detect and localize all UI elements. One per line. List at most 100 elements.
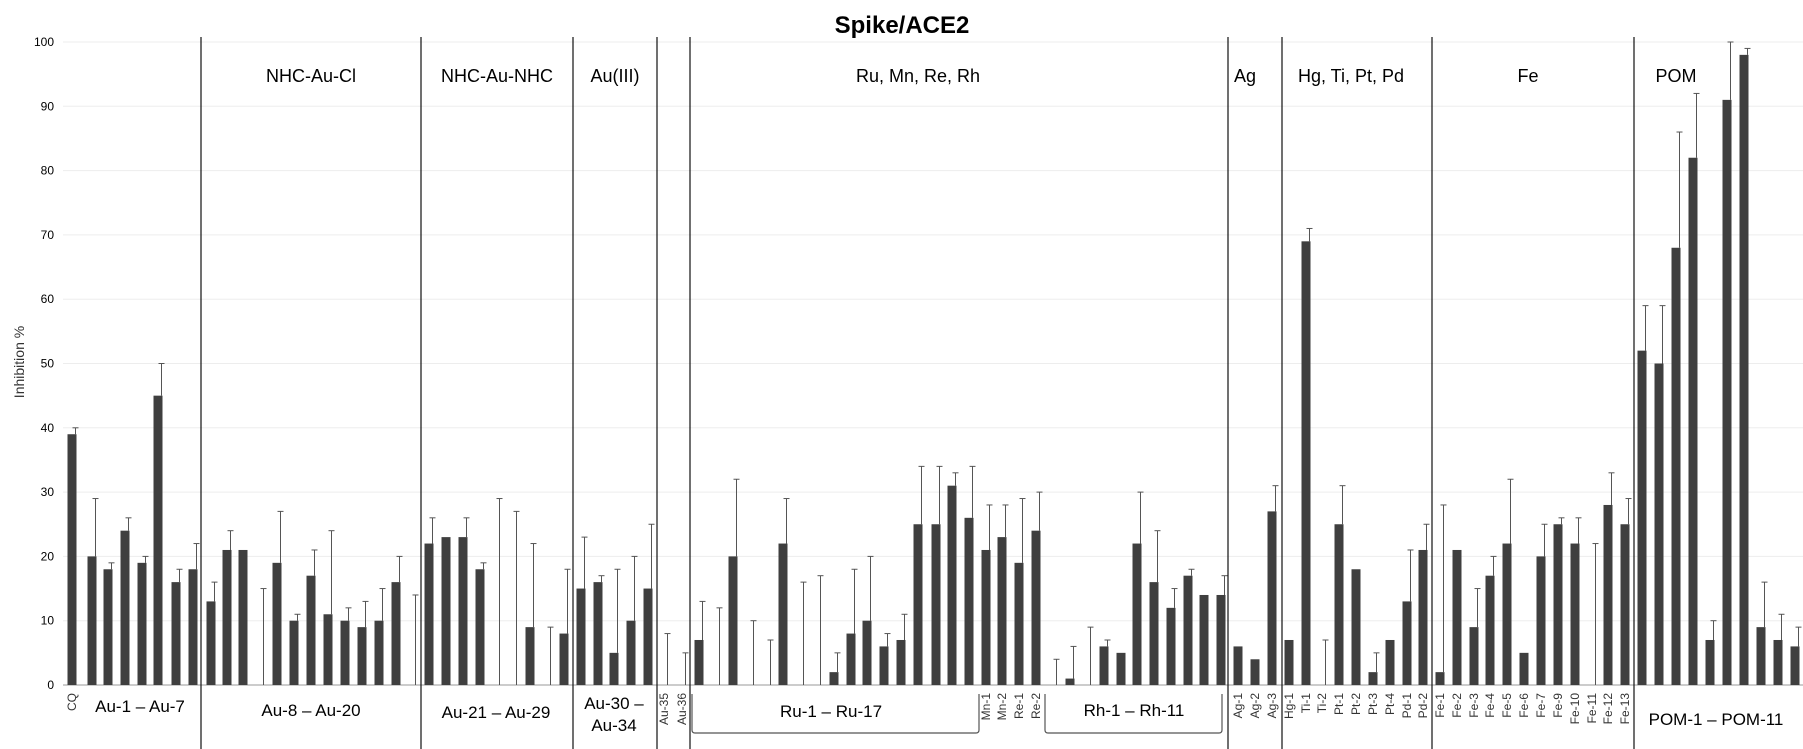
bar — [1132, 543, 1142, 685]
bar — [1452, 549, 1462, 685]
bar — [1014, 562, 1024, 685]
range-brackets — [691, 694, 1223, 734]
bar — [1301, 241, 1311, 685]
bar — [1435, 672, 1445, 685]
bar — [1199, 594, 1209, 685]
category-label: Re-1 — [1012, 693, 1026, 719]
bar — [1166, 607, 1176, 685]
bar — [1116, 652, 1126, 685]
range-label: Au-34 — [591, 716, 636, 735]
group-label: Au(III) — [590, 66, 639, 86]
bar — [1216, 594, 1226, 685]
bar — [1250, 659, 1260, 685]
category-label: Fe-5 — [1500, 693, 1514, 718]
bar — [153, 395, 163, 685]
category-label: Pd-2 — [1416, 693, 1430, 719]
bar — [103, 569, 113, 685]
category-label: Mn-2 — [995, 693, 1009, 721]
bar — [272, 562, 282, 685]
bar — [559, 633, 569, 685]
bar — [1620, 524, 1630, 685]
range-label: Rh-1 – Rh-11 — [1084, 701, 1185, 720]
bar — [67, 434, 77, 685]
category-label: Ti-1 — [1299, 693, 1313, 714]
bar — [1418, 549, 1428, 685]
bar — [137, 562, 147, 685]
bar — [206, 601, 216, 685]
bar — [475, 569, 485, 685]
group-label: NHC-Au-NHC — [441, 66, 553, 86]
category-labels: CQ Au-35 Au-36 Mn-1 Mn-2 Re-1 Re-2 Ag-1 Ag-2 Ag-3… — [65, 693, 1632, 725]
category-label: Fe-11 — [1585, 693, 1599, 724]
bracket-ru — [691, 694, 980, 734]
category-label: Fe-9 — [1551, 693, 1565, 718]
category-label: Pt-3 — [1366, 693, 1380, 715]
bar — [846, 633, 856, 685]
bars — [67, 54, 1800, 686]
bar — [1688, 157, 1698, 686]
bar — [458, 537, 468, 685]
category-label: Au-35 — [657, 693, 671, 725]
bracket-rh — [1044, 694, 1223, 734]
bar — [1502, 543, 1512, 685]
bar — [694, 639, 704, 685]
category-label: Ti-2 — [1315, 693, 1329, 714]
range-label: Au-8 – Au-20 — [261, 701, 360, 720]
bar — [1790, 646, 1800, 685]
bar — [374, 620, 384, 685]
y-tick-label: 40 — [41, 421, 55, 435]
bar — [964, 517, 974, 685]
bar — [1469, 627, 1479, 685]
y-axis-label: Inhibition % — [11, 326, 27, 398]
category-label: Fe-7 — [1534, 693, 1548, 718]
bar — [424, 543, 434, 685]
bar — [1099, 646, 1109, 685]
bar — [778, 543, 788, 685]
group-label: Fe — [1517, 66, 1538, 86]
category-label: Pt-1 — [1332, 693, 1346, 715]
bar — [1603, 504, 1613, 685]
y-tick-label: 70 — [41, 228, 55, 242]
category-label: Fe-2 — [1450, 693, 1464, 718]
group-label: Hg, Ti, Pt, Pd — [1298, 66, 1404, 86]
bar — [1553, 524, 1563, 685]
bar — [1485, 575, 1495, 685]
bar — [643, 588, 653, 685]
bar — [1705, 639, 1715, 685]
bar — [981, 549, 991, 685]
bar — [576, 588, 586, 685]
category-label: Mn-1 — [979, 693, 993, 721]
group-label: Ag — [1234, 66, 1256, 86]
bar — [593, 582, 603, 685]
bar — [829, 672, 839, 685]
bar — [222, 549, 232, 685]
bar — [1385, 639, 1395, 685]
bar — [306, 575, 316, 685]
group-label: POM — [1655, 66, 1696, 86]
y-tick-label: 60 — [41, 292, 55, 306]
range-label: Au-1 – Au-7 — [95, 697, 185, 716]
y-tick-label: 50 — [41, 357, 55, 371]
category-label: Fe-1 — [1433, 693, 1447, 718]
range-label: Au-30 – — [584, 694, 644, 713]
bar — [238, 549, 248, 685]
chart-title: Spike/ACE2 — [835, 12, 970, 39]
group-label: Ru, Mn, Re, Rh — [856, 66, 980, 86]
bar — [997, 537, 1007, 685]
bar — [1671, 247, 1681, 685]
category-label: Fe-13 — [1618, 693, 1632, 725]
bar — [1149, 582, 1159, 685]
bar — [1368, 672, 1378, 685]
bar — [1654, 363, 1664, 685]
y-axis-ticks: 0 10 20 30 40 50 60 70 80 90 100 — [34, 35, 54, 692]
bar — [289, 620, 299, 685]
bar — [340, 620, 350, 685]
category-label: Fe-3 — [1467, 693, 1481, 718]
range-label: POM-1 – POM-11 — [1649, 710, 1784, 729]
bar — [931, 524, 941, 685]
category-label: Ag-2 — [1248, 693, 1262, 719]
range-label: Ru-1 – Ru-17 — [780, 702, 882, 721]
bar — [896, 639, 906, 685]
group-labels: NHC-Au-Cl NHC-Au-NHC Au(III) Ru, Mn, Re, Rh… — [266, 66, 1697, 86]
bar — [525, 627, 535, 685]
